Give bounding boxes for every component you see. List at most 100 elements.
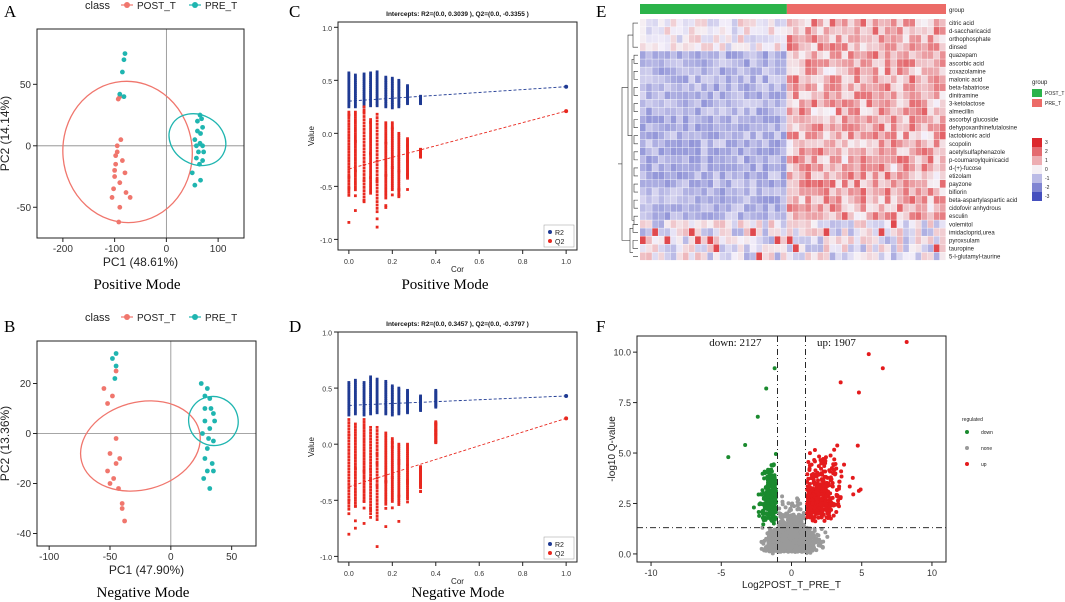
point-up xyxy=(822,488,827,493)
heatmap-cell xyxy=(878,228,885,236)
y-tick-label: 0 xyxy=(25,429,31,440)
heatmap-cell xyxy=(676,244,683,253)
point-none xyxy=(772,527,777,532)
point-up xyxy=(817,485,822,490)
heatmap-cell xyxy=(750,220,756,228)
heatmap-cell xyxy=(909,180,915,188)
heatmap-cell xyxy=(695,83,701,92)
heatmap-cell xyxy=(823,236,830,244)
q2-point xyxy=(347,439,351,443)
heatmap-cell xyxy=(915,27,922,35)
heatmap-cell xyxy=(707,220,714,228)
r2-point xyxy=(353,404,357,408)
q2-point xyxy=(362,137,366,141)
r2-point xyxy=(347,95,351,99)
q2-point xyxy=(369,128,372,132)
heatmap-cell xyxy=(701,75,707,83)
heatmap-cell xyxy=(872,115,879,124)
heatmap-cell xyxy=(731,196,738,204)
r2-point xyxy=(353,75,357,79)
heatmap-cell xyxy=(799,59,805,67)
q2-point xyxy=(347,430,351,434)
heatmap-cell xyxy=(811,196,818,204)
data-point xyxy=(122,51,128,56)
r2-point xyxy=(397,398,401,402)
heatmap-cell xyxy=(890,236,897,244)
heatmap-cell xyxy=(897,107,903,116)
heatmap-cell xyxy=(860,59,867,67)
heatmap-cell xyxy=(664,244,671,253)
r2-point xyxy=(353,96,357,99)
q2-point xyxy=(347,168,351,171)
heatmap-cell xyxy=(811,220,818,228)
heatmap-cell xyxy=(890,27,897,35)
heatmap-cell xyxy=(872,19,879,27)
heatmap-cell xyxy=(652,83,658,92)
heatmap-cell xyxy=(841,212,848,220)
heatmap-cell xyxy=(811,212,818,220)
heatmap-cell xyxy=(695,171,701,180)
data-point xyxy=(207,396,213,401)
r2-point xyxy=(397,410,401,414)
q2-point xyxy=(375,196,379,200)
heatmap-cell xyxy=(823,59,830,67)
heatmap-cell xyxy=(897,59,903,67)
heatmap-cell xyxy=(658,107,665,116)
r2-point xyxy=(397,409,401,413)
heatmap-cell xyxy=(909,35,915,43)
heatmap-cell xyxy=(762,51,769,59)
heatmap-cell xyxy=(707,228,714,236)
heatmap-cell xyxy=(860,99,867,108)
r2-point xyxy=(384,82,388,86)
q2-point xyxy=(397,455,401,459)
heatmap-cell xyxy=(670,220,677,228)
row-label: dinsed xyxy=(949,45,967,51)
point-none xyxy=(793,549,798,554)
heatmap-cell xyxy=(676,228,683,236)
q2-point xyxy=(375,149,379,153)
heatmap-cell xyxy=(933,163,940,172)
data-point xyxy=(116,219,122,225)
heatmap-cell xyxy=(897,252,903,261)
heatmap-cell xyxy=(737,204,744,212)
heatmap-cell xyxy=(713,212,720,220)
heatmap-cell xyxy=(878,188,885,196)
heatmap-cell xyxy=(750,163,756,172)
point-none xyxy=(761,539,766,544)
heatmap-cell xyxy=(939,252,946,261)
q2-point xyxy=(369,156,372,160)
point-down xyxy=(767,505,772,510)
data-point xyxy=(196,149,201,155)
heatmap-cell xyxy=(866,139,873,148)
heatmap-cell xyxy=(664,220,671,228)
q2-point xyxy=(353,116,357,119)
heatmap-cell xyxy=(817,163,824,172)
r2-point xyxy=(347,101,351,105)
heatmap-cell xyxy=(799,236,805,244)
heatmap-cell xyxy=(731,83,738,92)
heatmap-cell xyxy=(737,131,744,140)
heatmap-cell xyxy=(786,252,793,261)
heatmap-cell xyxy=(921,115,928,124)
point-none xyxy=(777,525,782,530)
point-none xyxy=(794,530,799,535)
heatmap-cell xyxy=(744,35,750,43)
point-up xyxy=(824,506,829,511)
heatmap-cell xyxy=(829,212,836,220)
heatmap-cell xyxy=(823,123,830,132)
r2-point xyxy=(375,377,379,381)
heatmap-cell xyxy=(731,99,738,108)
heatmap-cell xyxy=(701,123,707,132)
q2-point xyxy=(347,113,351,117)
q2-point xyxy=(397,136,401,140)
heatmap-cell xyxy=(805,236,811,244)
q2-point xyxy=(362,134,366,138)
heatmap-cell xyxy=(682,180,689,188)
heatmap-cell xyxy=(921,59,928,67)
mode-label-a: Positive Mode xyxy=(93,277,180,293)
heatmap-cell xyxy=(695,91,701,100)
q2-point xyxy=(369,509,372,513)
q2-point xyxy=(347,433,351,437)
scale-label: -2 xyxy=(1045,185,1050,191)
heatmap-cell xyxy=(731,123,738,132)
